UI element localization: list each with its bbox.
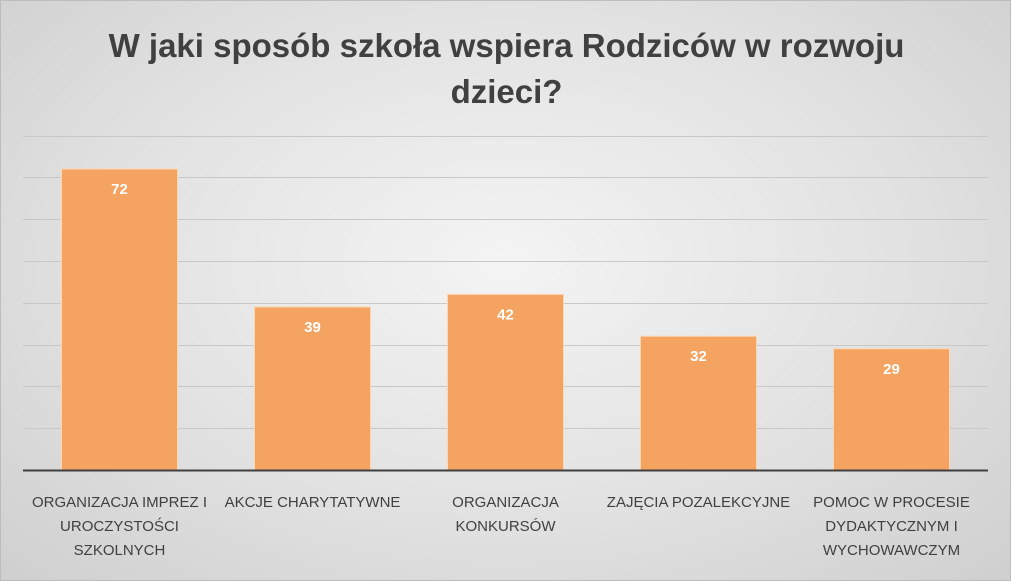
- bar: [254, 306, 371, 471]
- category-label: ORGANIZACJA KONKURSÓW: [452, 494, 559, 535]
- bar: [61, 168, 178, 471]
- bar: [640, 335, 757, 471]
- data-label: 42: [497, 306, 514, 323]
- data-label: 72: [111, 181, 128, 198]
- chart-title-line-2: dzieci?: [450, 73, 563, 110]
- bar: [447, 293, 564, 471]
- bar: [833, 348, 950, 471]
- category-label: ORGANIZACJA IMPREZ I UROCZYSTOŚCI SZKOLNYC…: [32, 494, 207, 559]
- data-label: 29: [883, 361, 900, 378]
- data-label: 32: [690, 348, 707, 365]
- data-label: 39: [304, 319, 321, 336]
- category-label: POMOC W PROCESIE DYDAKTYCZNYM I WYCHOWAWCZ…: [813, 494, 970, 559]
- category-label: AKCJE CHARYTATYWNE: [225, 494, 401, 511]
- chart-title: W jaki sposób szkoła wspiera Rodziców w …: [1, 23, 1011, 115]
- chart-title-line-1: W jaki sposób szkoła wspiera Rodziców w …: [108, 27, 905, 64]
- category-label: ZAJĘCIA POZALEKCYJNE: [607, 494, 790, 511]
